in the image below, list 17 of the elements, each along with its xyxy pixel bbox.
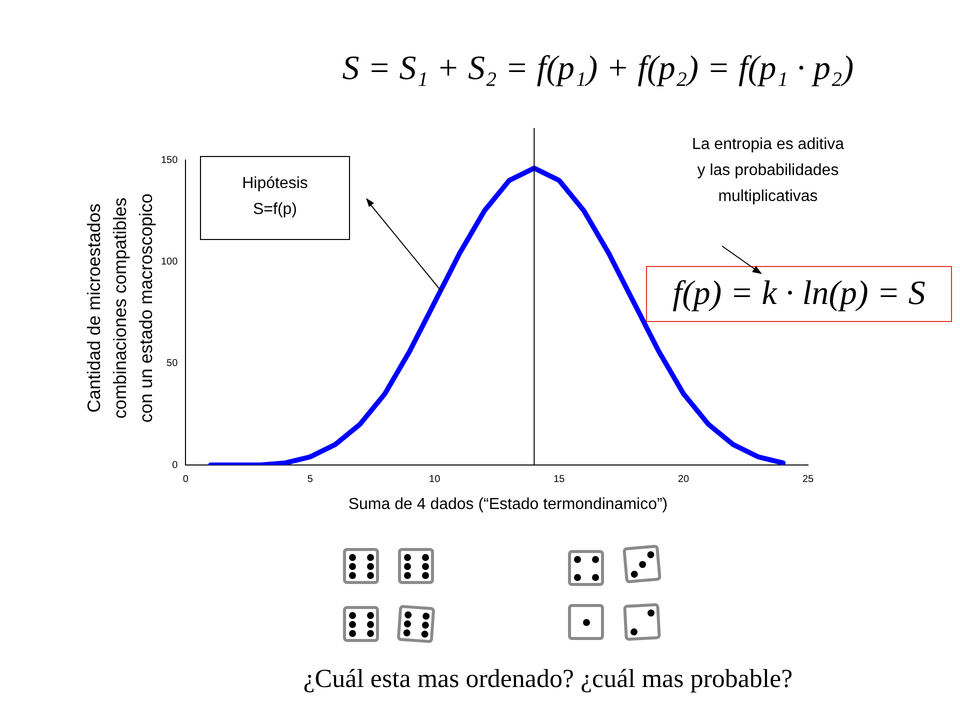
x-axis-title: Suma de 4 dados (“Estado termondinamico”): [347, 496, 669, 514]
formula-box: f(p) = k · ln(p) = S: [646, 266, 952, 322]
x-tick-label: 25: [802, 474, 814, 485]
note-box: Hipótesis S=f(p): [200, 156, 350, 240]
y-tick-label: 100: [160, 256, 178, 268]
y-tick-label: 50: [166, 358, 178, 370]
x-tick-label: 0: [182, 474, 189, 485]
text: ¿Cuál esta mas ordenado? ¿cuál mas probable?: [302, 664, 794, 694]
y-axis-title: Cantidad de microestados combinaciones compatibles con un estado macroscopico: [83, 193, 157, 423]
x-tick-label: 10: [429, 474, 441, 485]
x-tick-label: 5: [307, 474, 314, 485]
x-tick-label: 20: [678, 474, 690, 485]
y-tick-label: 150: [160, 154, 178, 166]
text: S = S₁ + S₂ = f(p₁) + f(p₂) = f(p₁ · p₂): [341, 50, 855, 88]
annotation: La entropia es aditiva y las probabilidades multiplicativas: [690, 135, 846, 207]
x-tick-label: 15: [554, 474, 566, 485]
y-tick-label: 0: [172, 460, 178, 471]
